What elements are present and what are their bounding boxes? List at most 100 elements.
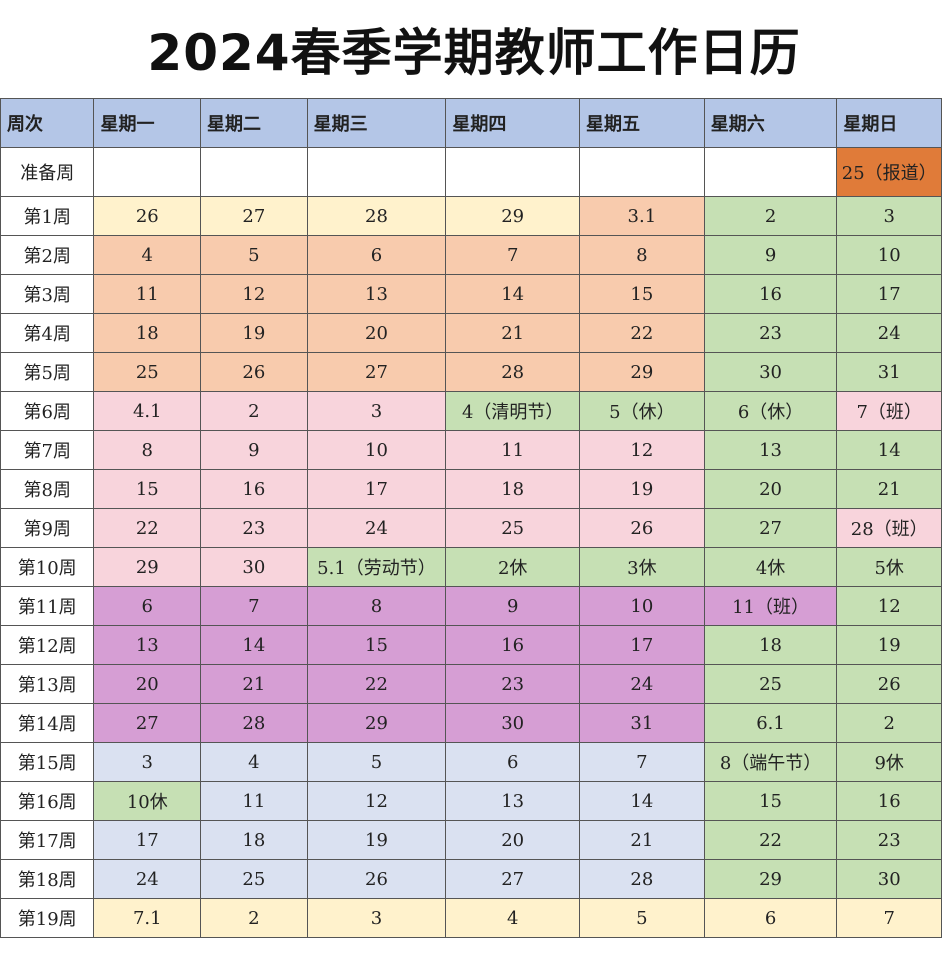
day-cell: 23 [200,508,308,548]
header-tuesday: 星期二 [200,98,308,148]
day-cell: 8（端午节） [703,742,838,782]
day-cell: 7 [579,742,705,782]
day-cell: 27 [703,508,838,548]
week-label: 第15周 [0,742,95,782]
week-label: 第2周 [0,235,95,275]
day-cell [703,147,838,197]
week-label: 第18周 [0,859,95,899]
day-cell: 27 [200,196,308,236]
day-cell: 24 [836,313,942,353]
day-cell: 2 [703,196,838,236]
day-cell: 24 [306,508,447,548]
day-cell: 29 [93,547,202,587]
day-cell: 10 [306,430,447,470]
day-cell: 31 [579,703,705,743]
day-cell: 3 [306,898,447,938]
day-cell: 20 [93,664,202,704]
day-cell: 7 [200,586,308,626]
table-row: 第7周 8 9 10 11 12 13 14 [0,430,942,470]
table-row: 第5周 25 26 27 28 29 30 31 [0,352,942,392]
table-row: 第8周 15 16 17 18 19 20 21 [0,469,942,509]
table-row: 第19周 7.1 2 3 4 5 6 7 [0,898,942,938]
table-row: 第4周 18 19 20 21 22 23 24 [0,313,942,353]
week-label: 第16周 [0,781,95,821]
day-cell: 5 [306,742,447,782]
day-cell: 15 [579,274,705,314]
day-cell: 26 [579,508,705,548]
day-cell: 3.1 [579,196,705,236]
day-cell: 13 [93,625,202,665]
day-cell: 3 [306,391,447,431]
page-title: 2024春季学期教师工作日历 [147,24,801,82]
table-row: 准备周 25（报道） [0,147,942,197]
day-cell: 2休 [445,547,581,587]
day-cell: 29 [703,859,838,899]
day-cell: 2 [200,391,308,431]
table-row: 第2周 4 5 6 7 8 9 10 [0,235,942,275]
day-cell: 28 [445,352,581,392]
day-cell: 14 [445,274,581,314]
day-cell: 31 [836,352,942,392]
day-cell: 17 [93,820,202,860]
day-cell: 9休 [836,742,942,782]
header-week: 周次 [0,98,95,148]
day-cell: 11 [93,274,202,314]
day-cell: 30 [200,547,308,587]
day-cell: 8 [306,586,447,626]
week-label: 第14周 [0,703,95,743]
day-cell: 6 [703,898,838,938]
week-label: 第7周 [0,430,95,470]
day-cell: 15 [306,625,447,665]
day-cell: 25（报道） [836,147,942,197]
day-cell: 22 [93,508,202,548]
day-cell: 9 [703,235,838,275]
header-sunday: 星期日 [836,98,942,148]
week-label: 第1周 [0,196,95,236]
day-cell: 26 [93,196,202,236]
day-cell: 6 [306,235,447,275]
day-cell: 10 [836,235,942,275]
day-cell: 22 [703,820,838,860]
day-cell: 10 [579,586,705,626]
day-cell: 25 [93,352,202,392]
week-label: 第5周 [0,352,95,392]
week-label: 第3周 [0,274,95,314]
week-label: 第8周 [0,469,95,509]
day-cell: 12 [579,430,705,470]
day-cell: 4 [200,742,308,782]
day-cell: 7.1 [93,898,202,938]
day-cell: 26 [306,859,447,899]
day-cell: 18 [445,469,581,509]
day-cell: 12 [836,586,942,626]
day-cell: 16 [200,469,308,509]
day-cell: 28 [306,196,447,236]
day-cell: 7 [445,235,581,275]
day-cell: 20 [306,313,447,353]
table-row: 第9周 22 23 24 25 26 27 28（班） [0,508,942,548]
day-cell: 27 [445,859,581,899]
day-cell: 10休 [93,781,202,821]
table-row: 第16周 10休 11 12 13 14 15 16 [0,781,942,821]
day-cell: 6 [445,742,581,782]
table-row: 第13周 20 21 22 23 24 25 26 [0,664,942,704]
day-cell: 28 [579,859,705,899]
day-cell: 17 [579,625,705,665]
table-row: 第14周 27 28 29 30 31 6.1 2 [0,703,942,743]
day-cell: 13 [445,781,581,821]
day-cell: 23 [703,313,838,353]
day-cell: 23 [836,820,942,860]
header-saturday: 星期六 [703,98,838,148]
header-monday: 星期一 [93,98,202,148]
day-cell: 4休 [703,547,838,587]
table-row: 第17周 17 18 19 20 21 22 23 [0,820,942,860]
day-cell: 3休 [579,547,705,587]
day-cell: 21 [200,664,308,704]
header-wednesday: 星期三 [306,98,447,148]
day-cell: 5 [579,898,705,938]
day-cell: 20 [703,469,838,509]
day-cell: 30 [445,703,581,743]
week-label: 第17周 [0,820,95,860]
header-thursday: 星期四 [445,98,581,148]
week-label: 第9周 [0,508,95,548]
day-cell: 13 [306,274,447,314]
